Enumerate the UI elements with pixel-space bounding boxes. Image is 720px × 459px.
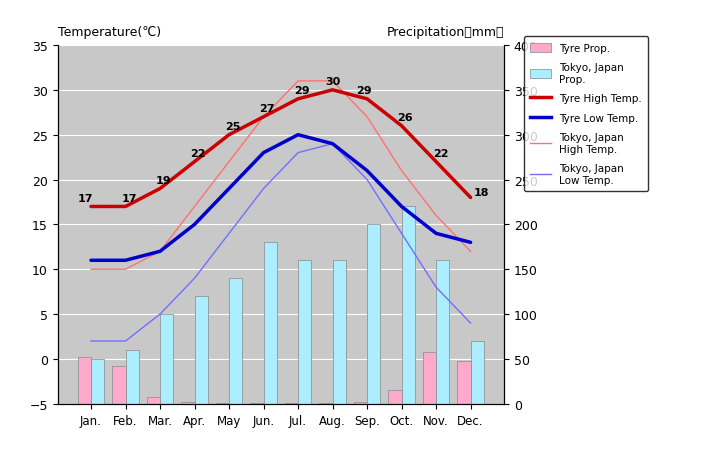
Text: 27: 27 (259, 104, 275, 114)
Text: 29: 29 (294, 86, 310, 96)
Bar (354, 402, 367, 404)
Bar (423, 352, 436, 404)
Bar (216, 403, 229, 404)
Text: 17: 17 (78, 193, 94, 203)
Text: 19: 19 (156, 175, 171, 185)
Bar (471, 341, 484, 404)
Bar (91, 359, 104, 404)
Bar (125, 350, 139, 404)
Text: 17: 17 (121, 193, 137, 203)
Text: 22: 22 (190, 149, 206, 159)
Bar (229, 279, 242, 404)
Text: Temperature(℃): Temperature(℃) (58, 26, 161, 39)
Bar (264, 243, 276, 404)
Bar (181, 402, 194, 404)
Bar (285, 403, 298, 404)
Bar (298, 261, 311, 404)
Text: 26: 26 (397, 113, 413, 123)
Bar (402, 207, 415, 404)
Text: Precipitation（mm）: Precipitation（mm） (387, 26, 504, 39)
Bar (320, 403, 333, 404)
Bar (251, 403, 264, 404)
Bar (436, 261, 449, 404)
Bar (194, 297, 207, 404)
Legend: Tyre Prop., Tokyo, Japan
Prop., Tyre High Temp., Tyre Low Temp., Tokyo, Japan
Hi: Tyre Prop., Tokyo, Japan Prop., Tyre Hig… (523, 37, 648, 192)
Bar (78, 358, 91, 404)
Bar (160, 314, 173, 404)
Text: 22: 22 (433, 149, 449, 159)
Text: 25: 25 (225, 122, 240, 132)
Bar (333, 261, 346, 404)
Bar (457, 361, 471, 404)
Text: 29: 29 (356, 86, 372, 96)
Bar (367, 225, 380, 404)
Bar (147, 397, 160, 404)
Text: 18: 18 (473, 188, 489, 198)
Bar (389, 391, 402, 404)
Bar (112, 366, 125, 404)
Text: 30: 30 (325, 77, 340, 87)
